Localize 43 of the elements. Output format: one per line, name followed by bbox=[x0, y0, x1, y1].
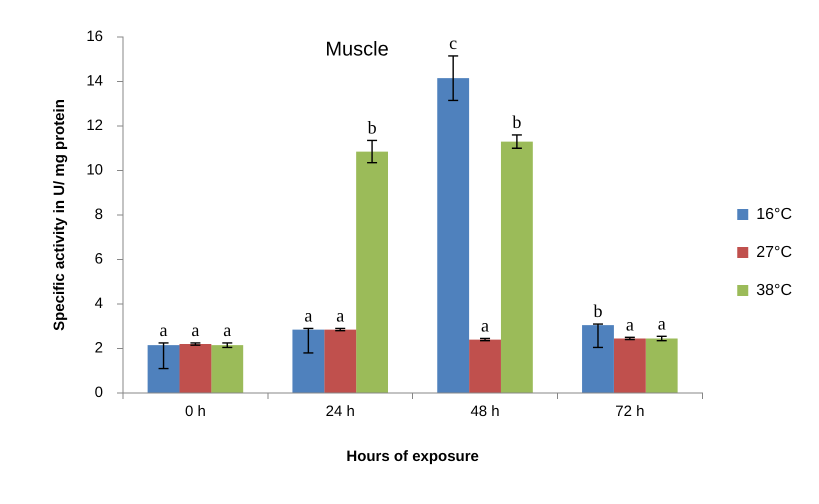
data-label: a bbox=[481, 315, 490, 336]
y-tick-label: 0 bbox=[94, 384, 103, 402]
data-label: a bbox=[336, 305, 344, 326]
x-tick-label: 0 h bbox=[184, 403, 206, 420]
data-label: a bbox=[191, 320, 200, 340]
bar bbox=[324, 330, 356, 392]
data-label: a bbox=[626, 314, 634, 334]
y-tick-label: 2 bbox=[94, 340, 103, 357]
y-tick-label: 8 bbox=[94, 206, 103, 224]
bar bbox=[148, 345, 180, 392]
x-axis-title: Hours of exposure bbox=[346, 448, 479, 466]
legend-label: 16°C bbox=[756, 206, 792, 223]
y-tick-label: 6 bbox=[94, 250, 103, 268]
chart-title: Muscle bbox=[325, 38, 389, 61]
y-tick-label: 10 bbox=[86, 162, 103, 179]
data-label: a bbox=[223, 320, 232, 340]
y-tick-label: 16 bbox=[86, 28, 103, 46]
bar bbox=[646, 338, 678, 392]
data-label: b bbox=[593, 301, 602, 322]
bar bbox=[437, 78, 470, 392]
bar bbox=[614, 338, 646, 392]
data-label: c bbox=[449, 32, 458, 53]
x-tick-label: 72 h bbox=[615, 403, 644, 420]
data-label: a bbox=[304, 305, 312, 326]
bar bbox=[500, 142, 533, 392]
data-label: a bbox=[160, 320, 168, 340]
y-tick-label: 12 bbox=[86, 117, 103, 134]
bar bbox=[179, 344, 212, 392]
data-label: b bbox=[368, 117, 377, 138]
x-tick-label: 48 h bbox=[470, 403, 500, 420]
bar bbox=[582, 325, 614, 392]
legend-label: 27°C bbox=[756, 244, 792, 261]
y-tick-label: 14 bbox=[86, 72, 103, 90]
y-axis-title: Specific activity in U/ mg protein bbox=[51, 99, 68, 331]
data-label: a bbox=[658, 313, 666, 334]
y-tick-label: 4 bbox=[94, 295, 103, 312]
bar bbox=[292, 330, 324, 392]
bar bbox=[211, 345, 244, 392]
data-label: b bbox=[512, 112, 522, 132]
legend-label: 38°C bbox=[756, 282, 792, 299]
x-tick-label: 24 h bbox=[326, 403, 355, 420]
bar bbox=[469, 340, 501, 392]
bar bbox=[356, 152, 388, 392]
